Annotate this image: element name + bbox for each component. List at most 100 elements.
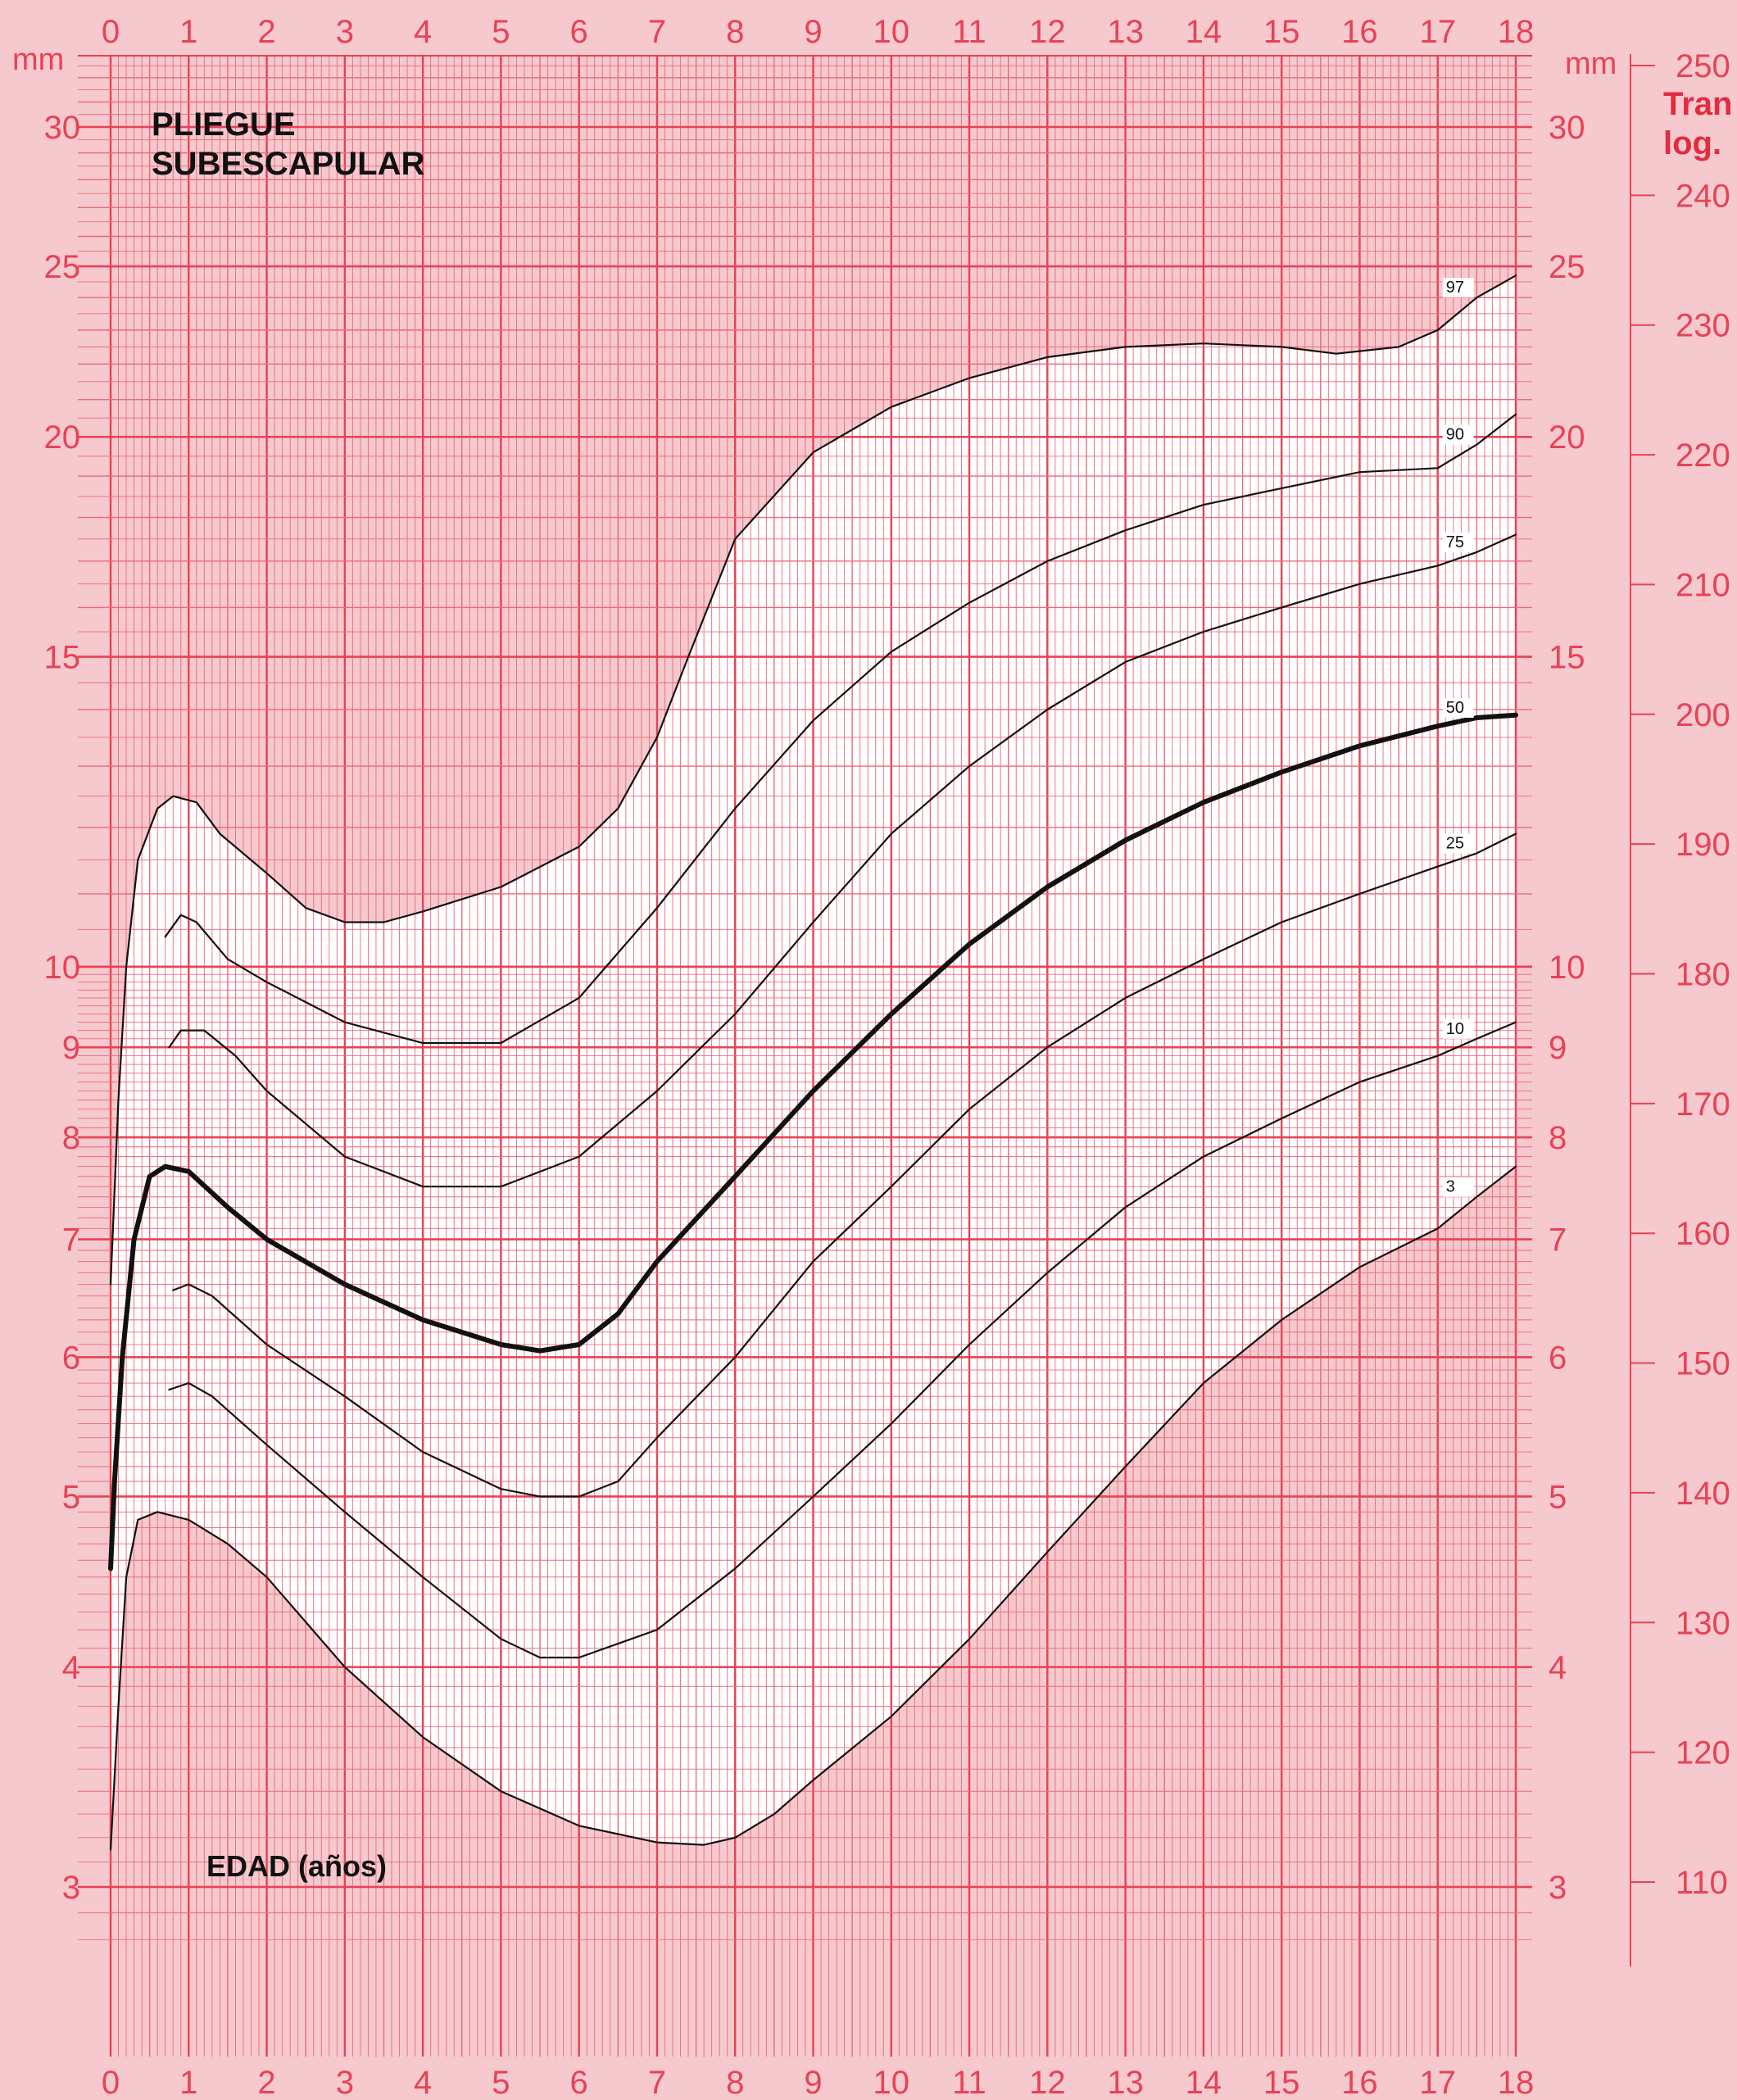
percentile-curves: 97 90 75 50 25 10 3	[108, 274, 1518, 1851]
percentile-curve-3	[109, 1165, 1517, 1851]
chart-title: PLIEGUE SUBESCAPULAR	[152, 107, 424, 182]
y-tick-label-right: 30	[1549, 110, 1585, 146]
x-tick-label-top: 11	[952, 14, 986, 50]
percentile-label-bg	[1442, 1177, 1474, 1197]
percentile-label-bg	[1442, 278, 1474, 298]
x-tick-label-top: 3	[336, 14, 354, 50]
x-tick-label-bottom: 7	[648, 2065, 666, 2100]
percentile-label-bg	[1442, 532, 1474, 552]
y-tick-label-right: 6	[1549, 1340, 1567, 1376]
log-scale-tick-label: 130	[1676, 1605, 1730, 1641]
log-scale-tick-label: 230	[1676, 308, 1730, 344]
x-tick-label-top: 0	[102, 14, 120, 50]
x-tick-label-top: 2	[257, 14, 275, 50]
y-tick-label-right: 7	[1549, 1222, 1567, 1259]
log-scale-tick-label: 140	[1676, 1476, 1730, 1512]
x-tick-label-bottom: 14	[1186, 2065, 1222, 2100]
y-tick-label-left: 4	[62, 1650, 80, 1686]
percentile-label-3: 3	[1446, 1178, 1455, 1196]
y-tick-label-left: 7	[62, 1222, 80, 1259]
percentile-label-bg	[1442, 698, 1474, 719]
grid	[78, 55, 1532, 2057]
percentile-label-75: 75	[1446, 533, 1464, 551]
y-tick-label-left: 10	[44, 950, 81, 986]
x-tick-label-top: 12	[1029, 14, 1066, 50]
percentile-curve-90	[164, 413, 1517, 1045]
x-tick-label-bottom: 15	[1263, 2065, 1300, 2100]
x-tick-label-top: 15	[1263, 14, 1300, 50]
y-tick-label-right: 25	[1549, 249, 1585, 285]
x-tick-label-top: 10	[873, 14, 910, 50]
x-tick-label-bottom: 9	[804, 2065, 822, 2100]
y-tick-label-right: 10	[1549, 950, 1585, 986]
y-tick-label-left: 25	[44, 249, 81, 285]
log-scale-tick-label: 250	[1676, 48, 1730, 84]
percentile-curve-75	[168, 533, 1517, 1188]
percentile-label-bg	[1442, 833, 1474, 854]
log-scale-tick-label: 240	[1676, 178, 1730, 214]
log-scale-tick-label: 210	[1676, 567, 1730, 603]
y-tick-label-right: 20	[1549, 420, 1585, 456]
log-scale-tick-label: 120	[1676, 1735, 1730, 1771]
log-scale-tick-label: 180	[1676, 957, 1730, 993]
log-scale-tick-label: 110	[1676, 1865, 1728, 1901]
percentile-curve-97	[109, 274, 1517, 1286]
x-tick-label-top: 5	[492, 14, 510, 50]
log-scale-tick-label: 190	[1676, 827, 1730, 863]
x-tick-label-bottom: 4	[414, 2065, 432, 2100]
x-tick-label-top: 13	[1107, 14, 1144, 50]
x-tick-label-bottom: 12	[1029, 2065, 1066, 2100]
y-tick-label-right: 9	[1549, 1030, 1567, 1066]
log-scale-tick-label: 220	[1676, 438, 1730, 474]
y-tick-label-left: 30	[44, 110, 81, 146]
x-tick-label-bottom: 6	[570, 2065, 588, 2100]
x-tick-label-bottom: 0	[102, 2065, 120, 2100]
percentile-label-10: 10	[1446, 1020, 1464, 1038]
y-tick-label-right: 8	[1549, 1120, 1567, 1156]
x-tick-label-bottom: 2	[257, 2065, 275, 2100]
x-tick-label-bottom: 1	[179, 2065, 197, 2100]
y-tick-label-left: 15	[44, 640, 81, 676]
y-tick-label-right: 5	[1549, 1479, 1567, 1515]
log-scale-tick-label: 160	[1676, 1216, 1730, 1252]
log-scale-axis: 250 240 230 220 210 200 190 180 170 160 150 140 130 1…	[1630, 48, 1730, 1966]
x-tick-label-bottom: 3	[336, 2065, 354, 2100]
y-tick-label-right: 15	[1549, 640, 1585, 676]
x-tick-label-top: 9	[804, 14, 822, 50]
y-tick-label-right: 4	[1549, 1650, 1567, 1686]
percentile-label-90: 90	[1446, 426, 1464, 444]
log-scale-title: Tran log.	[1663, 86, 1732, 161]
x-tick-label-bottom: 16	[1341, 2065, 1378, 2100]
x-tick-label-top: 18	[1498, 14, 1535, 50]
percentile-curve-10	[168, 1021, 1517, 1659]
x-tick-label-top: 6	[570, 14, 588, 50]
y-tick-label-left: 3	[62, 1870, 80, 1906]
y-axis-title-left: mm	[12, 43, 64, 77]
percentile-label-50: 50	[1446, 699, 1464, 717]
log-scale-tick-label: 170	[1676, 1086, 1730, 1123]
x-tick-label-bottom: 5	[492, 2065, 510, 2100]
x-tick-label-top: 16	[1341, 14, 1378, 50]
y-tick-label-left: 8	[62, 1120, 80, 1156]
percentile-curve-50	[108, 712, 1518, 1572]
x-tick-label-bottom: 13	[1107, 2065, 1144, 2100]
x-tick-label-top: 4	[414, 14, 432, 50]
x-tick-label-bottom: 18	[1498, 2065, 1535, 2100]
x-tick-label-bottom: 11	[952, 2065, 986, 2100]
x-tick-label-top: 1	[179, 14, 197, 50]
y-axis-title-right: mm	[1565, 47, 1617, 81]
axis-labels: 0011223344556677889910101111121213131414…	[44, 14, 1585, 2100]
x-tick-label-top: 14	[1186, 14, 1222, 50]
x-tick-label-top: 8	[726, 14, 744, 50]
percentile-label-bg	[1442, 1018, 1474, 1039]
x-tick-label-top: 17	[1419, 14, 1456, 50]
y-tick-label-left: 20	[44, 420, 81, 456]
y-tick-label-left: 5	[62, 1479, 80, 1515]
y-tick-label-right: 3	[1549, 1870, 1567, 1906]
y-tick-label-left: 6	[62, 1340, 80, 1376]
percentile-label-25: 25	[1446, 834, 1464, 852]
x-tick-label-bottom: 10	[873, 2065, 910, 2100]
x-tick-label-top: 7	[648, 14, 666, 50]
log-scale-tick-label: 150	[1676, 1346, 1730, 1382]
